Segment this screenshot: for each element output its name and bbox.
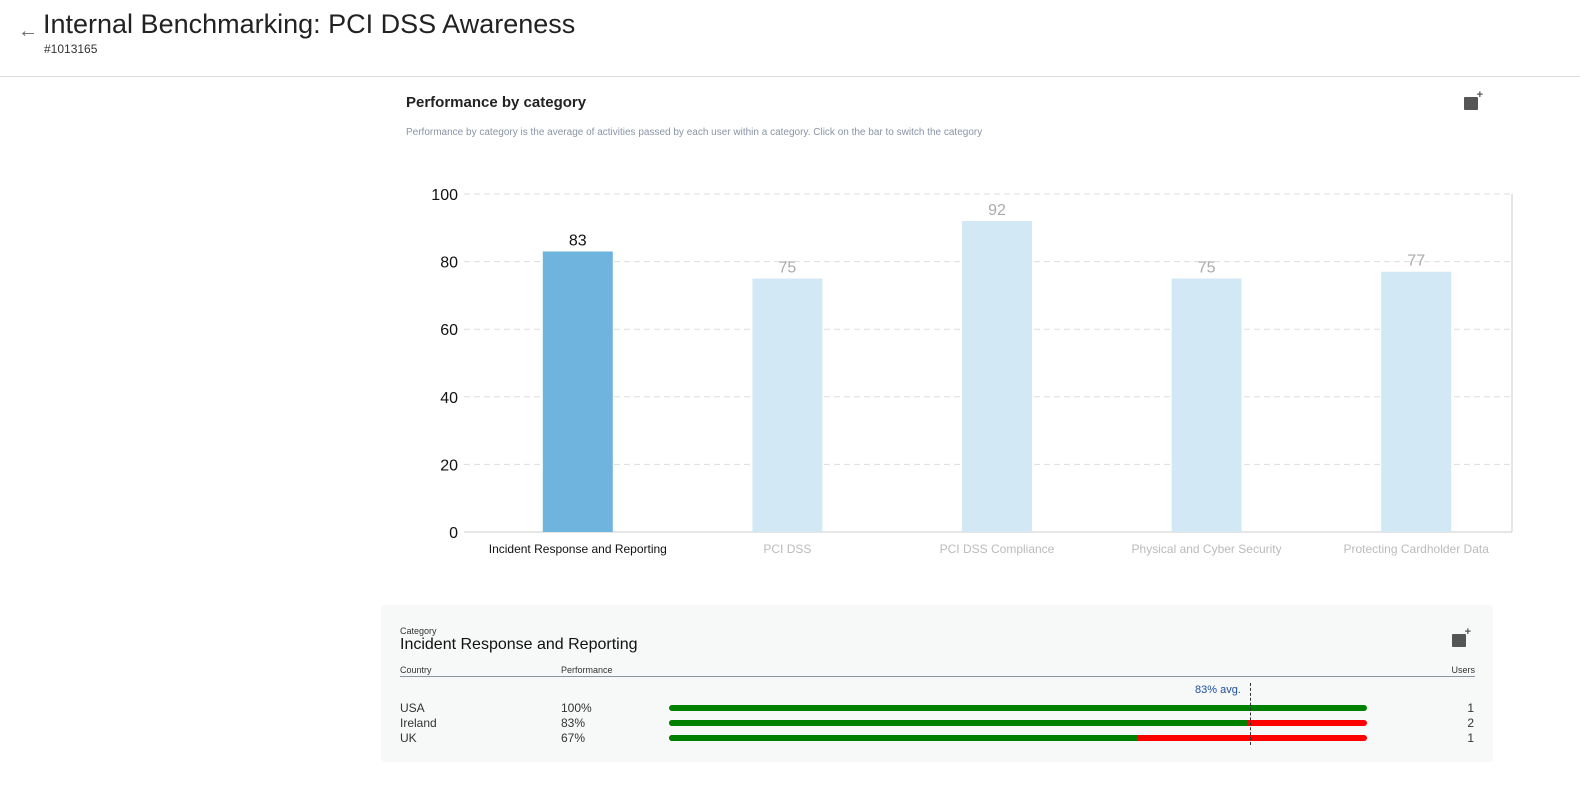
row-country: USA: [400, 701, 425, 715]
y-tick-label: 0: [449, 525, 458, 542]
bar[interactable]: [542, 251, 613, 532]
bar[interactable]: [752, 278, 823, 533]
x-tick-label[interactable]: Incident Response and Reporting: [489, 542, 667, 556]
export-image-icon[interactable]: [1464, 89, 1483, 110]
table-divider: [400, 676, 1475, 677]
performance-bar: [669, 705, 1367, 711]
bar-value-label: 75: [1198, 260, 1216, 277]
row-users: 2: [1467, 716, 1474, 730]
x-tick-label[interactable]: Protecting Cardholder Data: [1343, 542, 1489, 556]
performance-bar: [669, 720, 1367, 726]
back-arrow-icon[interactable]: ←: [18, 20, 38, 42]
performance-fill: [669, 720, 1249, 726]
bar-chart: 0 20 40 60 80 100 83 Incident Response and Repo…: [431, 187, 1513, 556]
performance-bar: [669, 735, 1367, 741]
performance-fill: [669, 735, 1137, 741]
chart-title: Performance by category: [406, 94, 587, 111]
row-users: 1: [1467, 731, 1474, 745]
col-performance: Performance: [561, 665, 613, 675]
performance-fill: [669, 705, 1367, 711]
bar-value-label: 77: [1407, 253, 1425, 270]
row-country: UK: [400, 731, 417, 745]
x-tick-label[interactable]: Physical and Cyber Security: [1132, 542, 1282, 556]
row-country: Ireland: [400, 716, 437, 730]
category-label: Category: [400, 626, 437, 636]
bar[interactable]: [1171, 278, 1242, 533]
y-tick-label: 20: [440, 457, 458, 474]
row-users: 1: [1467, 701, 1474, 715]
col-country: Country: [400, 665, 432, 675]
y-tick-label: 60: [440, 322, 458, 339]
average-label: 83% avg.: [1195, 684, 1241, 696]
row-performance: 100%: [561, 701, 592, 715]
row-performance: 67%: [561, 731, 586, 745]
y-tick-label: 100: [431, 187, 458, 204]
y-tick-label: 80: [440, 255, 458, 272]
average-line: [1250, 683, 1251, 745]
bar-value-label: 75: [779, 260, 797, 277]
row-performance: 83%: [561, 716, 586, 730]
category-title: Incident Response and Reporting: [400, 636, 638, 653]
page-header: ← Internal Benchmarking: PCI DSS Awarene…: [0, 0, 1580, 77]
bar[interactable]: [1381, 271, 1452, 532]
bar-value-label: 83: [569, 232, 587, 249]
x-tick-label[interactable]: PCI DSS: [763, 542, 811, 556]
page-id: #1013165: [44, 42, 98, 56]
x-tick-label[interactable]: PCI DSS Compliance: [940, 542, 1055, 556]
page-title: Internal Benchmarking: PCI DSS Awareness: [43, 9, 576, 39]
y-tick-label: 40: [440, 390, 458, 407]
col-users: Users: [1451, 665, 1475, 675]
export-image-icon[interactable]: [1452, 626, 1471, 647]
bar[interactable]: [962, 221, 1032, 533]
bar-value-label: 92: [988, 202, 1006, 219]
chart-description: Performance by category is the average o…: [406, 127, 983, 138]
